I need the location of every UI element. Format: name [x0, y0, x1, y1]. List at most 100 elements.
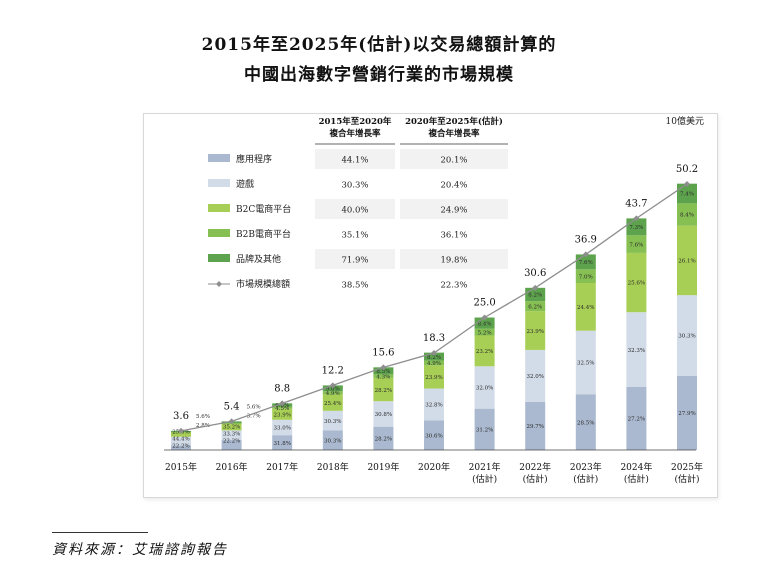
cagr-value-2020-2025: 22.3% — [440, 281, 467, 291]
cagr-row-shade — [400, 249, 508, 269]
legend-label: 市場規模總額 — [236, 278, 290, 290]
legend-diamond-marker — [216, 281, 222, 287]
bar-total-label: 8.8 — [274, 383, 290, 394]
bar-segment — [575, 394, 596, 450]
bar-segment — [322, 391, 343, 395]
bar-total-label: 12.2 — [322, 365, 344, 376]
bar-segment-label: 27.9% — [678, 411, 695, 417]
bar-segment-label: 5.6% — [247, 404, 261, 410]
x-tick-label: 2015年 — [165, 461, 197, 473]
bar-segment — [474, 335, 495, 367]
x-tick-label: (估計) — [523, 473, 548, 485]
cagr-value-2015-2020: 71.9% — [341, 256, 368, 266]
bar-segment — [474, 317, 495, 329]
bar-segment-label: 26.1% — [678, 259, 695, 265]
bar-total-label: 50.2 — [676, 164, 698, 175]
cagr-row-shade — [315, 249, 395, 269]
bar-segment-label: 30.8% — [375, 412, 392, 418]
cagr-header: 2020年至2025年(估計) — [405, 116, 503, 127]
x-tick-label: 2019年 — [367, 461, 399, 473]
x-tick-label: 2024年 — [620, 461, 652, 473]
bar-total-label: 3.6 — [173, 411, 189, 422]
bar-segment — [171, 432, 191, 437]
bar-segment — [221, 424, 242, 431]
bar-segment-label: 25.4% — [324, 401, 341, 407]
stacked-bar-chart: 44.1% 20.1% 30.3% 20.4% 40.0% 24.9% 35.1% 36.1%… — [164, 115, 704, 485]
bar-segment-label: 23.9% — [526, 329, 543, 335]
bar-segment — [424, 352, 444, 361]
bar-segment-label: 32.5% — [577, 361, 594, 367]
x-tick-label: 2023年 — [570, 461, 602, 473]
bar-segment — [474, 328, 495, 336]
bar-segment-label: 28.2% — [375, 437, 392, 443]
bar-segment-label: 4.9% — [326, 391, 340, 397]
bar-segment — [272, 408, 293, 420]
bar-segment-label: 28.5% — [577, 420, 594, 426]
legend-swatch — [208, 179, 230, 187]
cagr-value-2020-2025: 20.4% — [440, 181, 467, 191]
cagr-value-2015-2020: 44.1% — [341, 156, 368, 166]
legend-label: 品牌及其他 — [236, 253, 281, 265]
chart-title-line-2: 中國出海數字營銷行業的市場規模 — [244, 65, 514, 85]
bar-segment — [373, 374, 394, 378]
bar-total-label: 5.4 — [224, 401, 240, 412]
bar-total-label: 30.6 — [524, 268, 546, 279]
bar-segment-label: 30.3% — [324, 419, 341, 425]
total-point-marker — [431, 350, 437, 357]
total-point-marker — [582, 251, 589, 258]
cagr-value-2015-2020: 35.1% — [341, 231, 368, 241]
bar-segment-label: 22.2% — [223, 439, 240, 445]
bar-segment — [626, 235, 647, 253]
bar-segment-label: 7.4% — [680, 192, 694, 198]
cagr-value-2020-2025: 24.9% — [440, 206, 467, 216]
bar-segment — [677, 295, 697, 376]
bar-segment — [575, 269, 596, 283]
bar-segment — [525, 301, 546, 312]
bar-segment — [424, 420, 444, 450]
cagr-row-shade — [315, 149, 395, 169]
bar-segment-label: 2.8% — [196, 423, 210, 429]
bar-segment — [272, 419, 293, 436]
legend-label: B2B電商平台 — [236, 228, 291, 240]
bar-segment-label: 7.6% — [629, 242, 643, 248]
total-point-marker — [633, 215, 640, 222]
cagr-value-2020-2025: 36.1% — [440, 231, 467, 241]
bar-total-label: 43.7 — [625, 198, 647, 209]
bar-segment — [424, 365, 444, 389]
bar-segment — [677, 183, 697, 204]
bar-segment — [575, 330, 596, 395]
bar-segment — [373, 367, 394, 375]
bar-segment — [525, 349, 546, 402]
bar-segment-label: 8.5% — [376, 369, 390, 375]
bar-segment-label: 4.3% — [376, 374, 390, 380]
bar-segment — [373, 426, 394, 450]
bar-segment-label: 29.7% — [526, 424, 543, 430]
chart-title-line-1: 2015年至2025年(估計)以交易總額計算的 — [201, 35, 557, 55]
bar-segment — [322, 430, 343, 450]
cagr-value-2015-2020: 38.5% — [341, 281, 368, 291]
bar-segment-label: 8.2% — [427, 355, 441, 361]
total-point-marker — [532, 284, 539, 291]
bar-segment — [525, 401, 546, 450]
bar-segment-label: 30.3% — [324, 438, 341, 444]
bar-segment-label: 32.8% — [425, 403, 442, 409]
x-tick-label: 2016年 — [216, 461, 248, 473]
source-divider — [52, 532, 148, 533]
bar-segment-label: 27.2% — [628, 417, 645, 423]
bar-segment-label: 35.2% — [223, 425, 240, 431]
unit-label: 10億美元 — [666, 115, 704, 127]
bar-segment-label: 5.2% — [478, 330, 492, 336]
bar-segment-label: 33.0% — [273, 426, 290, 432]
bar-segment-label: 33.3% — [223, 432, 240, 438]
bar-segment — [322, 394, 343, 411]
source-note: 資料來源：艾瑞諮詢報告 — [52, 542, 228, 558]
legend-swatch — [208, 204, 230, 212]
legend-swatch — [208, 154, 230, 162]
total-point-marker — [279, 400, 286, 407]
bar-total-label: 15.6 — [372, 347, 394, 358]
bar-segment-label: 31.2% — [476, 428, 493, 434]
bar-segment-label: 32.3% — [628, 348, 645, 354]
cagr-value-2020-2025: 20.1% — [440, 156, 467, 166]
total-point-marker — [329, 382, 336, 389]
legend-swatch — [208, 229, 230, 237]
